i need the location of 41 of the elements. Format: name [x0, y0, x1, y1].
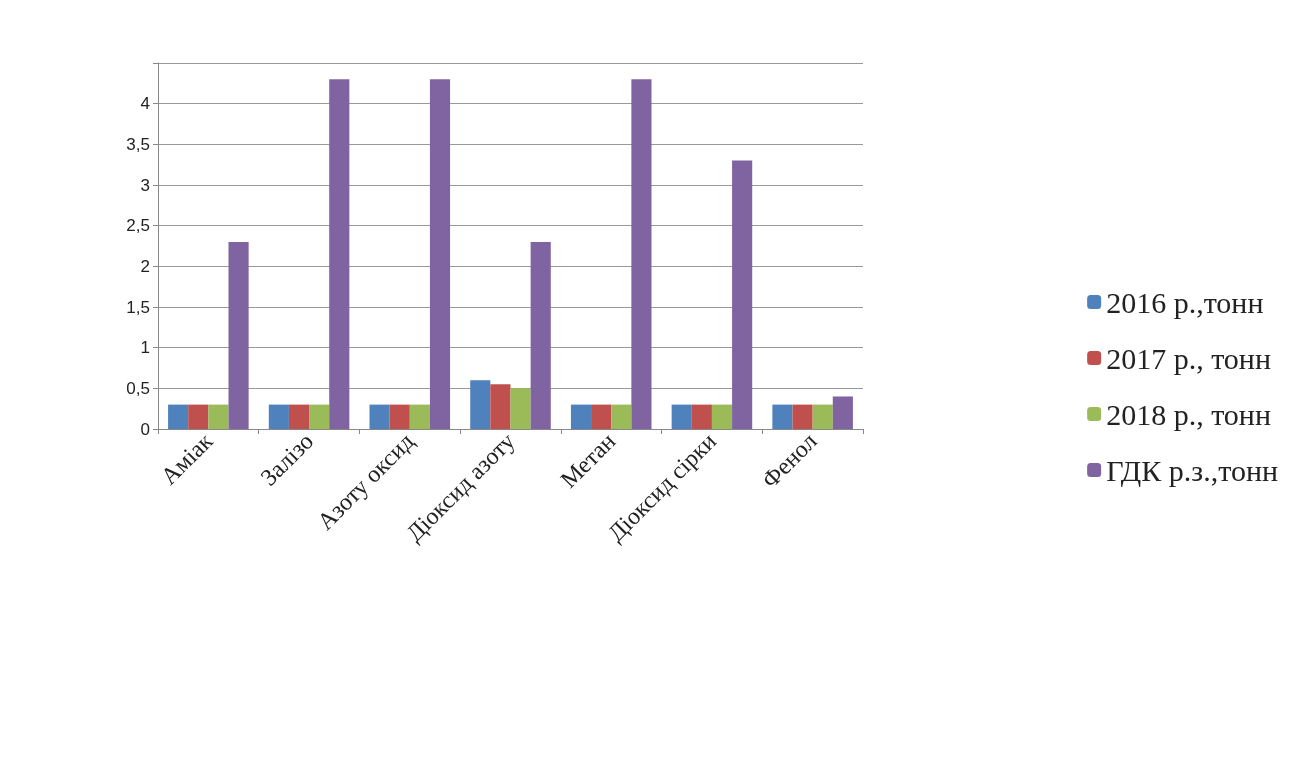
- bar: [671, 404, 692, 429]
- bar: [691, 404, 712, 429]
- bar: [268, 404, 289, 429]
- bar: [792, 404, 813, 429]
- bar: [470, 380, 491, 429]
- y-tick-label: 2: [140, 256, 150, 276]
- bar: [288, 404, 310, 429]
- y-tick-label: 1: [140, 338, 150, 358]
- bar: [208, 404, 229, 429]
- bar: [591, 404, 612, 429]
- y-tick-label: 0: [140, 419, 150, 439]
- legend-label: ГДК р.з.,тонн: [1106, 453, 1278, 487]
- bar: [409, 404, 430, 429]
- bar: [570, 404, 592, 429]
- y-tick-label: 1,5: [126, 297, 150, 317]
- bar: [631, 79, 652, 429]
- bar: [530, 241, 551, 429]
- y-tick-label: 0,5: [126, 378, 150, 398]
- bar: [168, 404, 189, 429]
- bar: [711, 404, 733, 429]
- bar: [490, 384, 511, 429]
- legend-label: 2018 р., тонн: [1106, 397, 1271, 431]
- y-tick-label: 3,5: [126, 134, 150, 154]
- bar: [832, 396, 853, 429]
- bar: [812, 404, 833, 429]
- bar: [772, 404, 793, 429]
- legend-label: 2017 р., тонн: [1106, 341, 1271, 375]
- bar: [611, 404, 632, 429]
- bar: [329, 79, 350, 429]
- bar: [429, 79, 451, 429]
- legend-label: 2016 р.,тонн: [1106, 285, 1264, 319]
- bar: [309, 404, 330, 429]
- bar: [732, 160, 753, 429]
- y-tick-label: 3: [140, 175, 150, 195]
- bar: [389, 404, 410, 429]
- bar: [228, 241, 249, 429]
- bar: [510, 388, 531, 429]
- bar: [188, 404, 209, 429]
- y-tick-label: 2,5: [126, 216, 150, 236]
- y-tick-label: 4: [140, 94, 150, 114]
- bar: [369, 404, 390, 429]
